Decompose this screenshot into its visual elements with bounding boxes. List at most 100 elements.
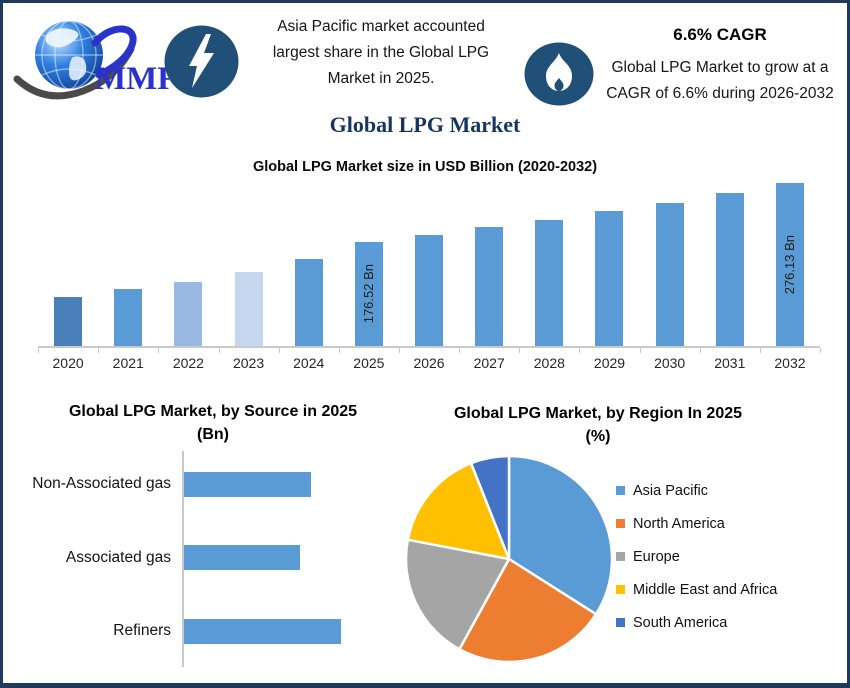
source-chart-subtitle: (Bn) [197, 426, 229, 443]
source-label-associated-gas: Associated gas [65, 548, 171, 566]
logo-text: MMR [95, 61, 169, 97]
source-chart-axis [182, 451, 184, 667]
bar-column-2025: 176.52 Bn [339, 242, 399, 346]
legend-item-asia-pacific: Asia Pacific [616, 480, 777, 501]
bar-column-2028 [519, 220, 579, 346]
source-row-non-associated-gas: Non-Associated gas [3, 471, 311, 497]
bar-2025: 176.52 Bn [354, 242, 383, 346]
continent-shape [45, 28, 79, 48]
source-chart-title: Global LPG Market, by Source in 2025 (Bn… [8, 400, 418, 446]
x-axis-label-2031: 2031 [714, 355, 746, 371]
legend-item-middle-east-and-africa: Middle East and Africa [616, 579, 777, 600]
source-bar-non-associated-gas [184, 471, 311, 497]
x-axis-label-2020: 2020 [52, 355, 84, 371]
x-axis-label-2032: 2032 [774, 355, 806, 371]
lightning-badge [164, 25, 239, 98]
bar-column-2031 [700, 193, 760, 346]
bar-2029 [595, 211, 624, 346]
legend-label: South America [633, 614, 728, 631]
pie-legend: Asia Pacific North America Europe Middle Ea… [616, 480, 777, 645]
bar-2030 [655, 203, 684, 346]
bar-2024 [294, 259, 323, 346]
callout-line: CAGR of 6.6% during 2026-2032 [606, 85, 834, 102]
bar-column-2027 [459, 227, 519, 346]
header-right-callout: 6.6% CAGR Global LPG Market to grow at a… [591, 22, 847, 107]
bar-data-label-2025: 176.52 Bn [361, 264, 377, 324]
axis-tick [338, 348, 340, 353]
source-row-refiners: Refiners [3, 618, 341, 644]
bar-2020 [54, 297, 83, 346]
cagr-heading: 6.6% CAGR [673, 25, 767, 44]
pie-chart [404, 454, 614, 664]
bar-chart-plot: 176.52 Bn 276.13 Bn [38, 182, 820, 348]
lightning-icon [189, 34, 214, 88]
axis-tick [759, 348, 761, 353]
legend-swatch [616, 486, 625, 495]
region-chart-subtitle: (%) [585, 428, 611, 445]
header-left-callout: Asia Pacific market accounted largest sh… [253, 14, 509, 92]
axis-tick [158, 348, 160, 353]
axis-tick [699, 348, 701, 353]
x-axis-ticks [38, 348, 821, 353]
flame-icon-cutout [554, 78, 564, 91]
bar-2021 [114, 289, 143, 346]
source-bar-refiners [184, 618, 341, 644]
x-axis-label-2026: 2026 [413, 355, 445, 371]
bar-column-2020 [38, 297, 98, 346]
logo-2-swoosh [91, 25, 137, 79]
axis-tick [38, 348, 39, 353]
callout-line: Asia Pacific market accounted [277, 18, 485, 35]
bar-column-2022 [158, 282, 218, 346]
bar-column-2024 [279, 259, 339, 346]
bar-column-2023 [218, 272, 278, 346]
callout-line: Market in 2025. [327, 70, 435, 87]
axis-tick [98, 348, 100, 353]
callout-line: largest share in the Global LPG [272, 44, 490, 61]
axis-tick [579, 348, 581, 353]
bar-2023 [234, 272, 263, 346]
axis-tick [820, 348, 821, 353]
x-axis-label-2024: 2024 [293, 355, 325, 371]
x-axis-label-2028: 2028 [533, 355, 565, 371]
x-axis-label-2021: 2021 [112, 355, 144, 371]
source-label-non-associated-gas: Non-Associated gas [32, 475, 171, 492]
bar-2026 [415, 235, 444, 346]
axis-tick [218, 348, 220, 353]
bar-column-2030 [640, 203, 700, 346]
page-title: Global LPG Market [329, 112, 521, 137]
pie-slice-europe [404, 538, 511, 651]
legend-label: North America [633, 515, 725, 532]
bar-2028 [535, 220, 564, 346]
source-row-associated-gas: Associated gas [3, 545, 300, 570]
source-chart-plot: Non-Associated gas Associated gas Refiners [3, 449, 423, 673]
legend-label: Asia Pacific [633, 482, 708, 499]
bar-column-2021 [98, 289, 158, 346]
x-axis-label-2025: 2025 [353, 355, 385, 371]
legend-label: Europe [633, 548, 680, 565]
bar-2032: 276.13 Bn [775, 183, 804, 346]
flame-icon [546, 53, 572, 91]
legend-swatch [616, 552, 625, 561]
bar-column-2032: 276.13 Bn [760, 183, 820, 346]
source-bar-associated-gas [184, 545, 300, 570]
legend-label: Middle East and Africa [633, 581, 778, 598]
pie-slice-north-america [458, 557, 598, 664]
region-chart-title-line: Global LPG Market, by Region In 2025 [453, 405, 743, 422]
x-axis-labels: 2020 2021 2022 2023 2024 2025 2026 2027 2028 2029… [38, 355, 820, 371]
bar-column-2026 [399, 235, 459, 346]
bar-chart-title: Global LPG Market size in USD Billion (2… [252, 159, 598, 175]
x-axis-label-2030: 2030 [654, 355, 686, 371]
axis-tick [278, 348, 280, 353]
legend-swatch [616, 618, 625, 627]
axis-tick [639, 348, 641, 353]
x-axis-label-2022: 2022 [172, 355, 204, 371]
legend-item-south-america: South America [616, 612, 777, 633]
source-label-refiners: Refiners [113, 622, 171, 639]
legend-item-north-america: North America [616, 513, 777, 534]
source-chart-title-line: Global LPG Market, by Source in 2025 [68, 403, 358, 420]
region-chart-title: Global LPG Market, by Region In 2025 (%) [403, 402, 793, 448]
legend-item-europe: Europe [616, 546, 777, 567]
legend-swatch [616, 585, 625, 594]
flame-badge [524, 42, 594, 106]
